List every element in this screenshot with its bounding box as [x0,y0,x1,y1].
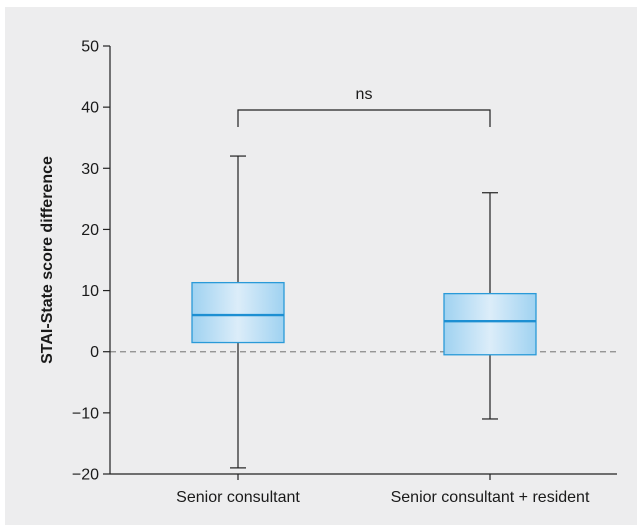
iqr-box [443,292,537,356]
y-tick-label: 20 [81,222,99,239]
boxes [191,155,537,469]
axes-layer [109,46,617,475]
x-category-labels: Senior consultant Senior consultant + res… [176,474,590,506]
box-group [191,155,285,469]
x-category-label: Senior consultant + resident [391,489,590,506]
significance-bracket: ns [237,86,491,127]
y-tick-label: 30 [81,161,99,178]
bracket-line [237,109,491,127]
y-tick-label: 40 [81,100,99,117]
y-tick-label: 0 [90,344,99,361]
x-category-label: Senior consultant [176,489,300,506]
y-tick-label: −20 [72,467,99,484]
y-tick-label: 50 [81,39,99,56]
y-axis-title: STAI-State score difference [39,156,56,364]
y-ticks: 50 40 30 20 10 0 −10 −20 [72,39,110,484]
y-tick-label: −10 [72,405,99,422]
significance-label: ns [356,86,373,103]
iqr-box [191,281,285,344]
y-tick-label: 10 [81,283,99,300]
box-group [443,192,537,420]
